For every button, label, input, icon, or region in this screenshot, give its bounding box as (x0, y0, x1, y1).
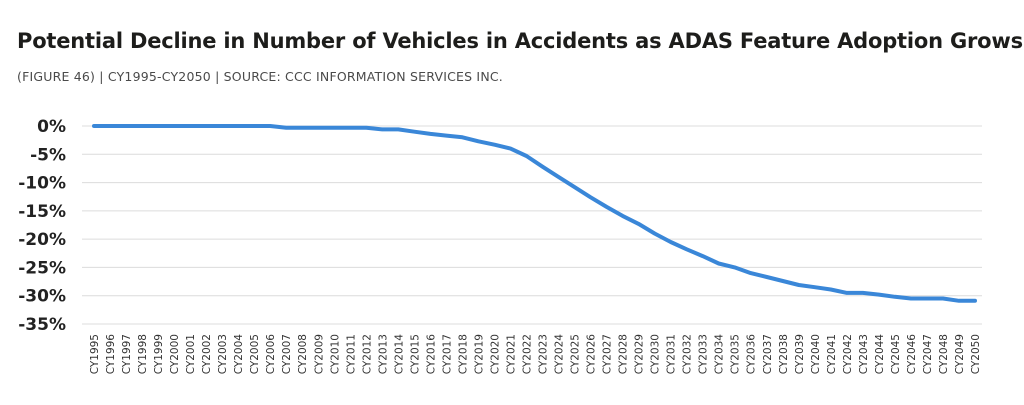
series-line (92, 124, 977, 303)
x-tick-label: CY2004 (233, 334, 245, 375)
x-tick-label: CY2002 (201, 334, 213, 374)
x-tick-label: CY2025 (570, 334, 582, 374)
x-tick-label: CY2003 (217, 334, 229, 374)
x-tick-label: CY1998 (137, 334, 149, 374)
x-tick-label: CY2038 (778, 334, 790, 374)
y-tick-label: -5% (30, 145, 66, 165)
y-tick-label: -15% (18, 202, 66, 222)
x-tick-label: CY2011 (345, 334, 357, 374)
x-tick-label: CY2045 (890, 334, 902, 374)
x-tick-label: CY2027 (602, 334, 614, 374)
x-tick-label: CY2000 (169, 334, 181, 374)
x-tick-label: CY2024 (554, 334, 566, 375)
x-tick-label: CY2016 (425, 334, 437, 375)
x-tick-label: CY2022 (521, 334, 533, 374)
y-tick-label: -20% (18, 230, 66, 250)
x-tick-label: CY2001 (185, 334, 197, 374)
x-tick-label: CY2032 (682, 334, 694, 374)
x-tick-label: CY1996 (105, 334, 117, 375)
x-tick-label: CY2034 (714, 334, 726, 375)
x-tick-label: CY2041 (826, 334, 838, 374)
x-tick-label: CY2042 (842, 334, 854, 374)
x-tick-label: CY2005 (249, 334, 261, 374)
x-tick-label: CY2044 (874, 334, 886, 375)
x-tick-label: CY2047 (922, 334, 934, 374)
x-tick-label: CY1999 (153, 334, 165, 374)
x-tick-label: CY2014 (393, 334, 405, 375)
x-tick-label: CY2013 (377, 334, 389, 374)
x-tick-label: CY2015 (409, 334, 421, 374)
x-tick-label: CY2049 (954, 334, 966, 374)
x-tick-label: CY2035 (730, 334, 742, 374)
x-tick-label: CY2029 (634, 334, 646, 374)
x-tick-label: CY2008 (297, 334, 309, 374)
x-tick-label: CY2028 (618, 334, 630, 374)
y-tick-label: -25% (18, 258, 66, 278)
x-tick-label: CY2020 (489, 334, 501, 374)
x-tick-label: CY2046 (906, 334, 918, 375)
x-tick-label: CY2012 (361, 334, 373, 374)
x-tick-label: CY2007 (281, 334, 293, 374)
y-tick-label: 0% (37, 117, 66, 137)
x-tick-label: CY2031 (666, 334, 678, 374)
x-tick-label: CY2033 (698, 334, 710, 374)
y-tick-label: -10% (18, 174, 66, 194)
x-tick-label: CY2043 (858, 334, 870, 374)
x-tick-label: CY2006 (265, 334, 277, 375)
x-tick-label: CY2019 (473, 334, 485, 374)
x-tick-label: CY2009 (313, 334, 325, 374)
chart-subtitle: (FIGURE 46) | CY1995-CY2050 | SOURCE: CC… (17, 69, 503, 84)
x-tick-label: CY2030 (650, 334, 662, 374)
x-tick-label: CY2026 (586, 334, 598, 375)
x-tick-label: CY2050 (970, 334, 982, 374)
y-tick-label: -30% (18, 287, 66, 307)
x-tick-label: CY2036 (746, 334, 758, 375)
x-tick-label: CY2023 (538, 334, 550, 374)
x-tick-label: CY2037 (762, 334, 774, 374)
x-tick-label: CY2048 (938, 334, 950, 374)
x-tick-label: CY1997 (121, 334, 133, 374)
x-tick-label: CY2021 (505, 334, 517, 374)
x-tick-label: CY2010 (329, 334, 341, 374)
y-tick-label: -35% (18, 315, 66, 335)
x-tick-label: CY2018 (457, 334, 469, 374)
x-tick-label: CY2040 (810, 334, 822, 374)
x-tick-label: CY2039 (794, 334, 806, 374)
x-tick-label: CY2017 (441, 334, 453, 374)
chart-title: Potential Decline in Number of Vehicles … (17, 29, 1023, 53)
x-tick-label: CY1995 (89, 334, 101, 374)
